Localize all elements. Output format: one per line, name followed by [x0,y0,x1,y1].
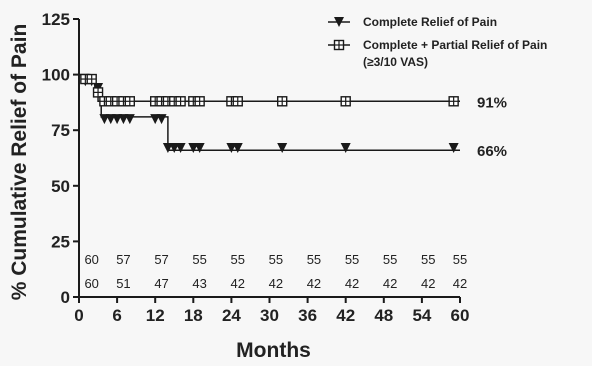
series-1-point [150,114,161,125]
x-axis-title: Months [236,339,311,361]
series-2-point [124,96,136,107]
series-1-point [162,142,173,153]
x-tick-label: 6 [112,306,121,325]
legend-marker-square [333,39,345,51]
series-1-point [175,142,186,153]
x-tick-label: 24 [222,306,241,325]
series-1-point [99,114,110,125]
series-1-point [226,142,237,153]
y-tick-label: 75 [51,121,70,140]
x-tick-label: 30 [260,306,279,325]
at-risk-value: 42 [421,276,435,291]
at-risk-value: 57 [116,252,130,267]
series-line-2 [79,73,460,103]
legend-label-2-line2: (≥3/10 VAS) [363,55,428,69]
series-2-point [277,96,288,107]
x-tick-label: 42 [336,306,355,325]
series-1-point [124,114,135,125]
y-tick-label: 25 [51,232,70,251]
at-risk-value: 42 [453,276,467,291]
at-risk-value: 55 [231,252,245,267]
y-tick-label: 0 [61,288,70,307]
x-tick-label: 18 [184,306,203,325]
at-risk-value: 47 [154,276,168,291]
x-tick-label: 54 [412,306,431,325]
series-2-point [92,87,104,98]
at-risk-value: 55 [345,252,359,267]
at-risk-value: 42 [383,276,397,291]
at-risk-value: 55 [421,252,435,267]
legend-marker-triangle [334,17,344,27]
series-2-point [448,96,459,107]
series-1-point [277,142,288,153]
y-tick-label: 50 [51,177,70,196]
series-1-point [188,142,199,153]
series-2-point [194,96,205,107]
at-risk-value: 55 [269,252,283,267]
at-risk-value: 55 [453,252,467,267]
at-risk-value: 60 [84,252,98,267]
series-2-point [340,96,351,107]
series-2-point [232,96,243,107]
x-tick-label: 36 [298,306,317,325]
x-tick-label: 48 [374,306,393,325]
at-risk-value: 60 [84,276,98,291]
at-risk-value: 43 [192,276,206,291]
series-1-point [156,114,167,125]
at-risk-value: 42 [307,276,321,291]
x-tick-label: 12 [146,306,165,325]
series-line-1 [79,73,460,151]
series-1-point [232,142,243,153]
at-risk-value: 57 [154,252,168,267]
series-2-point [86,73,97,85]
series-2-point [175,96,186,107]
series-end-label: 66% [477,143,507,160]
at-risk-value: 51 [116,276,130,291]
x-tick-label: 0 [74,306,83,325]
at-risk-value: 55 [192,252,206,267]
x-tick-label: 60 [451,306,470,325]
series-1-point [105,114,116,125]
series-1-point [118,114,129,125]
series-1-point [340,142,351,153]
legend-label-2: Complete + Partial Relief of Pain [363,38,547,52]
at-risk-value: 55 [383,252,397,267]
series-end-label: 91% [477,94,507,111]
series-1-point [448,142,459,153]
at-risk-value: 42 [231,276,245,291]
series-1-point [194,142,205,153]
y-tick-label: 125 [42,10,70,29]
y-tick-label: 100 [42,66,70,85]
y-axis-title: % Cumulative Relief of Pain [8,24,31,301]
at-risk-value: 42 [269,276,283,291]
series-1-point [169,142,180,153]
at-risk-value: 42 [345,276,359,291]
at-risk-value: 55 [307,252,321,267]
legend-label-1: Complete Relief of Pain [363,15,497,29]
series-1-point [112,114,123,125]
